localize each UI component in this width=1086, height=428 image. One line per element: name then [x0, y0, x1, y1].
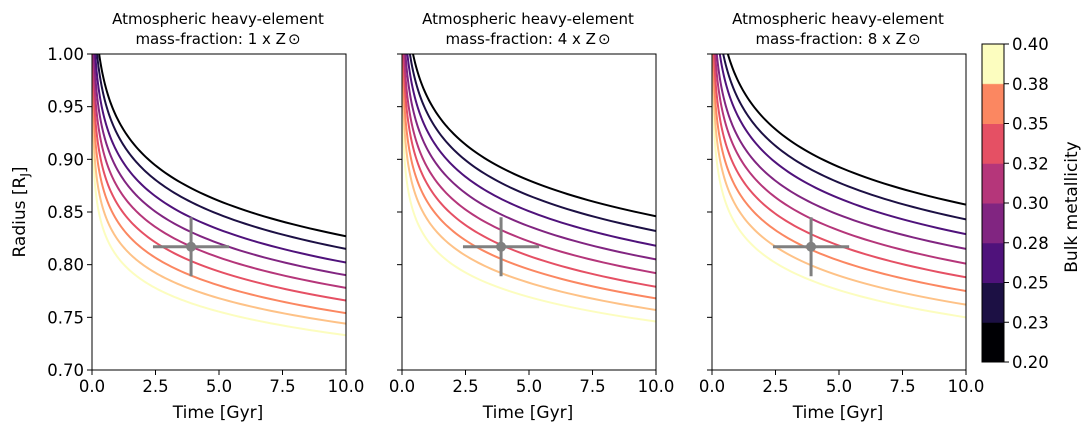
y-tick-label: 0.70: [47, 361, 84, 380]
colorbar-segment: [982, 322, 1004, 363]
panel-2-series-z-0.35: [402, 54, 656, 300]
panel-1-series-z-0.375: [92, 95, 346, 325]
panel-3-series-z-0.275: [715, 54, 966, 250]
x-tick-label: 2.5: [452, 377, 478, 396]
panel-2-x-axis-label: Time [Gyr]: [482, 403, 574, 423]
colorbar-tick-label: 0.28: [1012, 234, 1049, 253]
panel-1-series-z-0.325: [92, 54, 346, 302]
colorbar-tick-label: 0.38: [1012, 75, 1049, 94]
x-tick-label: 10.0: [948, 377, 985, 396]
colorbar: 0.20 0.23 0.25 0.28 0.30 0.32 0.35 0.38 0.40: [981, 35, 1049, 372]
x-tick-label: 5.0: [516, 377, 542, 396]
panel-2-series-z-0.4: [402, 101, 656, 323]
colorbar-tick-label: 0.32: [1012, 154, 1049, 173]
panel-3-curves: [712, 54, 966, 319]
x-tick-label: 10.0: [638, 377, 675, 396]
colorbar-segment: [982, 242, 1004, 283]
colorbar-tick-label: 0.23: [1012, 313, 1049, 332]
y-tick-label: 0.75: [47, 308, 84, 327]
panel-3-series-z-0.3: [714, 54, 966, 265]
y-tick-label: 1.00: [47, 45, 84, 64]
panel-1-x-axis-label: Time [Gyr]: [172, 403, 264, 423]
panel-3-series-z-0.325: [712, 54, 966, 279]
y-tick-label: 0.90: [47, 150, 84, 169]
colorbar-tick-label: 0.30: [1012, 194, 1049, 213]
panel-1-series-z-0.225: [96, 54, 346, 250]
panel-2-series-z-0.25: [406, 54, 656, 247]
panel-2-observation: [462, 217, 540, 277]
y-axis-label: Radius [RJ]: [10, 166, 32, 257]
colorbar-segment: [982, 282, 1004, 323]
x-tick-label: 7.5: [269, 377, 295, 396]
colorbar-tick-label: 0.25: [1012, 274, 1049, 293]
panel-2: 0.0 2.5 5.0 7.5 10.0: [389, 53, 675, 396]
panel-1-series-z-0.25: [94, 54, 346, 264]
panel-3-series-z-0.4: [712, 73, 966, 319]
panel-3-series-z-0.375: [712, 54, 966, 306]
panel-1-series-z-0.4: [92, 123, 346, 337]
colorbar-tick-label: 0.40: [1012, 35, 1049, 54]
x-tick-label: 0.0: [699, 377, 725, 396]
y-tick-label: 0.80: [47, 256, 84, 275]
panel-3-series-z-0.225: [722, 54, 966, 221]
colorbar-tick-label: 0.35: [1012, 115, 1049, 134]
panel-3-title-line1: Atmospheric heavy-element: [732, 10, 944, 28]
colorbar-segment: [982, 123, 1004, 164]
panel-1-observation: [152, 217, 230, 277]
panel-3-series-z-0.2: [726, 54, 966, 206]
panel-1-series-z-0.275: [93, 54, 346, 277]
panel-2-series-z-0.3: [403, 54, 656, 275]
observation-marker: [496, 241, 507, 252]
panel-3: 0.0 2.5 5.0 7.5 10.0: [699, 53, 985, 396]
panel-2-title-line2: mass-fraction: 4 x Z ⊙: [445, 30, 610, 48]
y-tick-label: 0.85: [47, 203, 84, 222]
colorbar-segment: [982, 163, 1004, 204]
x-tick-label: 0.0: [79, 377, 105, 396]
panel-3-title-line2: mass-fraction: 8 x Z ⊙: [755, 30, 920, 48]
panel-3-observation: [772, 217, 850, 277]
plots-layer: 0.0 2.5 5.0 7.5 10.0 0.70 0.75 0.80 0.85 0.90 0.95…: [47, 45, 985, 396]
panel-1-title-line2: mass-fraction: 1 x Z ⊙: [135, 30, 300, 48]
x-tick-label: 10.0: [328, 377, 365, 396]
panel-2-title-line1: Atmospheric heavy-element: [422, 10, 634, 28]
x-tick-label: 5.0: [826, 377, 852, 396]
observation-marker: [806, 241, 817, 252]
panel-3-x-axis-label: Time [Gyr]: [792, 403, 884, 423]
colorbar-segment: [982, 203, 1004, 244]
panel-1-curves: [92, 54, 346, 337]
colorbar-label: Bulk metallicity: [1062, 141, 1082, 272]
panel-2-series-z-0.225: [408, 54, 656, 232]
panel-1-series-z-0.35: [92, 65, 346, 315]
panel-3-series-z-0.25: [718, 54, 966, 236]
x-tick-label: 2.5: [762, 377, 788, 396]
panel-2-series-z-0.2: [412, 54, 656, 218]
panel-1-series-z-0.2: [98, 54, 346, 238]
panel-1-title-line1: Atmospheric heavy-element: [112, 10, 324, 28]
panel-2-curves: [402, 54, 656, 323]
panel-1: 0.0 2.5 5.0 7.5 10.0 0.70 0.75 0.80 0.85 0.90 0.95…: [47, 45, 365, 396]
panel-2-series-z-0.375: [402, 65, 656, 311]
colorbar-tick-label: 0.20: [1012, 353, 1049, 372]
observation-marker: [186, 241, 197, 252]
colorbar-segment: [982, 44, 1004, 84]
colorbar-segment: [982, 83, 1004, 124]
x-tick-label: 7.5: [889, 377, 915, 396]
x-tick-label: 5.0: [206, 377, 232, 396]
x-tick-label: 7.5: [579, 377, 605, 396]
x-tick-label: 2.5: [142, 377, 168, 396]
x-tick-label: 0.0: [389, 377, 415, 396]
panel-1-frame: [91, 53, 347, 371]
panel-2-series-z-0.275: [404, 54, 656, 261]
y-tick-label: 0.95: [47, 98, 84, 117]
